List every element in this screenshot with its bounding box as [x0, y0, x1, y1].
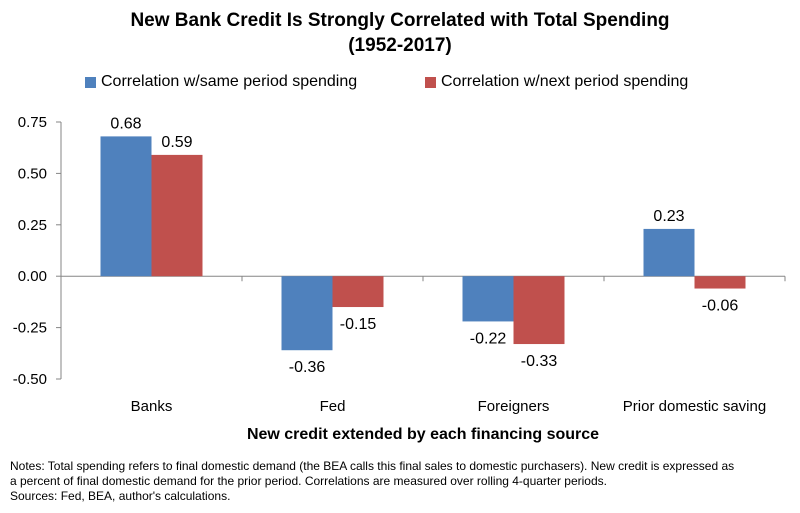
data-label: 0.59	[161, 134, 192, 151]
chart-legend: Correlation w/same period spending Corre…	[0, 70, 800, 94]
chart-bar	[694, 276, 746, 289]
y-tick-label: -0.25	[13, 320, 47, 337]
notes-line-3: Sources: Fed, BEA, author's calculations…	[10, 489, 231, 503]
data-label: 0.23	[653, 208, 684, 225]
legend-label-same-period: Correlation w/same period spending	[101, 73, 358, 90]
x-tick-label: Prior domestic saving	[623, 398, 766, 415]
data-label: -0.15	[340, 316, 377, 333]
y-tick-label: -0.50	[13, 371, 47, 388]
x-tick-label: Foreigners	[478, 398, 550, 415]
y-tick-label: 0.75	[18, 114, 47, 131]
chart-bar	[462, 276, 514, 322]
data-label: -0.06	[702, 298, 739, 315]
legend-swatch-same-period	[85, 76, 96, 88]
y-tick-label: 0.25	[18, 217, 47, 234]
y-tick-label: 0.00	[18, 268, 47, 285]
chart-bar	[100, 136, 152, 277]
data-label: -0.33	[521, 353, 558, 370]
data-label: -0.36	[289, 359, 326, 376]
legend-swatch-next-period	[425, 76, 436, 88]
notes-line-1: Notes: Total spending refers to final do…	[10, 459, 735, 473]
legend-item-next-period: Correlation w/next period spending	[425, 70, 688, 94]
chart-subtitle: (1952-2017)	[348, 35, 452, 56]
x-tick-label: Banks	[131, 398, 173, 415]
x-tick-label: Fed	[320, 398, 346, 415]
notes-line-2: a percent of final domestic demand for t…	[10, 474, 607, 488]
legend-label-next-period: Correlation w/next period spending	[441, 73, 689, 90]
y-tick-label: 0.50	[18, 165, 47, 182]
data-label: 0.68	[110, 115, 141, 132]
chart-bar	[332, 276, 384, 308]
legend-item-same-period: Correlation w/same period spending	[85, 70, 357, 94]
chart-bar	[151, 154, 203, 277]
chart-title: New Bank Credit Is Strongly Correlated w…	[130, 10, 670, 31]
data-label: -0.22	[470, 330, 507, 347]
chart-bar	[281, 276, 333, 351]
chart-notes: Notes: Total spending refers to final do…	[10, 459, 795, 504]
chart-bar	[643, 228, 695, 277]
x-axis-title: New credit extended by each financing so…	[247, 426, 599, 443]
chart-bar	[513, 276, 565, 345]
